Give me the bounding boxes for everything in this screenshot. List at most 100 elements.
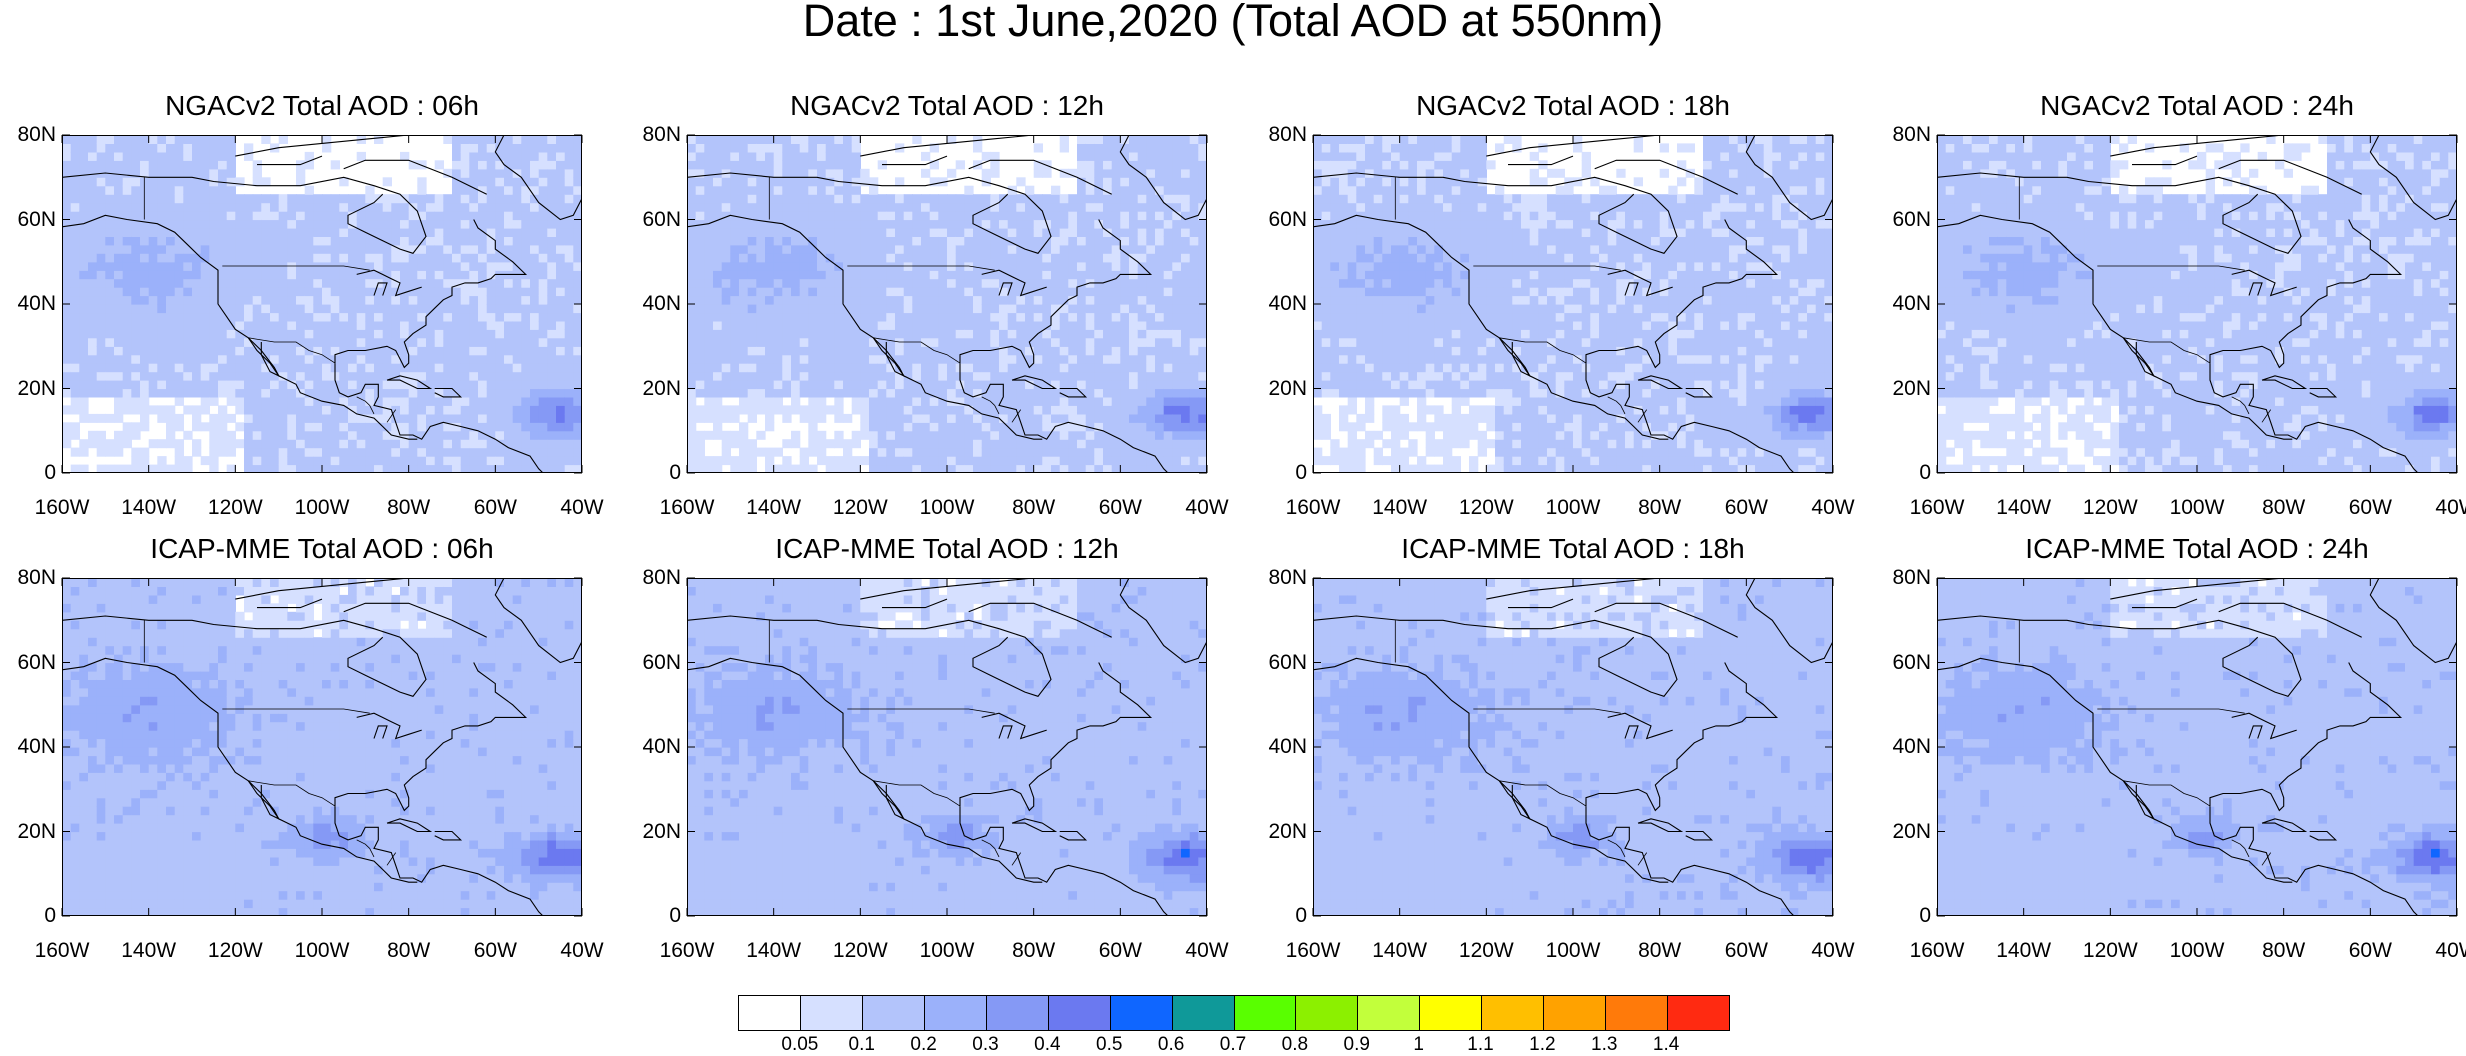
- lat-tick-label: 20N: [642, 376, 681, 400]
- colorbar-swatch: [1544, 996, 1607, 1030]
- lon-tick-label: 60W: [473, 939, 517, 962]
- lon-tick-label: 100W: [294, 496, 350, 519]
- colorbar-swatch: [1358, 996, 1421, 1030]
- colorbar-label: 0.8: [1281, 1034, 1309, 1055]
- colorbar-swatch: [986, 996, 1049, 1030]
- lon-tick-label: 100W: [1545, 496, 1601, 519]
- lon-tick-label: 100W: [2169, 939, 2225, 962]
- lat-tick-label: 60N: [17, 207, 56, 231]
- axis-ticks: [1312, 577, 1834, 917]
- lat-tick-label: 0: [1919, 461, 1931, 484]
- colorbar-label: 1: [1413, 1034, 1424, 1055]
- map-panel-icap-mme-06h: [62, 578, 582, 916]
- lat-tick-label: 0: [44, 904, 56, 927]
- lon-tick-label: 80W: [2262, 496, 2306, 519]
- colorbar-label: 0.05: [781, 1034, 819, 1055]
- lat-tick-label: 0: [44, 461, 56, 484]
- lon-tick-label: 40W: [2435, 939, 2466, 962]
- lat-tick-label: 20N: [1892, 376, 1931, 400]
- map-panel-ngacv2-06h: [62, 135, 582, 473]
- lat-tick-label: 60N: [17, 650, 56, 674]
- lat-tick-label: 80N: [1268, 566, 1307, 589]
- lat-tick-label: 80N: [1892, 123, 1931, 146]
- lon-tick-label: 40W: [1811, 939, 1855, 962]
- lat-tick-label: 0: [669, 461, 681, 484]
- colorbar-swatch: [924, 996, 987, 1030]
- lat-tick-label: 40N: [1268, 735, 1307, 758]
- lon-tick-label: 140W: [121, 939, 177, 962]
- lon-tick-label: 140W: [1372, 939, 1428, 962]
- aod-field: [1937, 135, 2457, 473]
- colorbar-swatch: [1172, 996, 1235, 1030]
- colorbar-swatch: [1296, 996, 1359, 1030]
- axis-ticks: [1936, 134, 2458, 474]
- panel-title: ICAP-MME Total AOD : 24h: [2025, 533, 2369, 564]
- lat-tick-label: 60N: [1268, 650, 1307, 674]
- lon-tick-label: 120W: [2082, 496, 2138, 519]
- lat-tick-label: 80N: [17, 123, 56, 146]
- panel-title: NGACv2 Total AOD : 18h: [1416, 90, 1730, 121]
- aod-field: [1313, 135, 1833, 473]
- lat-tick-label: 0: [1295, 904, 1307, 927]
- lon-tick-label: 160W: [34, 496, 90, 519]
- axis-ticks: [61, 577, 583, 917]
- lat-tick-label: 40N: [17, 735, 56, 758]
- colorbar-swatch: [1668, 996, 1729, 1030]
- lon-tick-label: 40W: [2435, 496, 2466, 519]
- colorbar-label: 1.4: [1652, 1034, 1680, 1055]
- lon-tick-label: 80W: [1638, 496, 1682, 519]
- lat-tick-label: 20N: [1268, 376, 1307, 400]
- lon-tick-label: 80W: [1012, 939, 1056, 962]
- axis-ticks: [686, 577, 1208, 917]
- axis-ticks: [1936, 577, 2458, 917]
- lon-tick-label: 80W: [1012, 496, 1056, 519]
- lon-tick-label: 160W: [659, 939, 715, 962]
- colorbar-swatch: [1606, 996, 1669, 1030]
- lon-tick-label: 140W: [1996, 496, 2052, 519]
- colorbar-label: 0.3: [972, 1034, 999, 1055]
- lon-tick-label: 100W: [919, 939, 975, 962]
- lon-tick-label: 40W: [560, 496, 604, 519]
- lat-tick-label: 40N: [642, 735, 681, 758]
- lon-tick-label: 140W: [121, 496, 177, 519]
- colorbar-swatch: [1110, 996, 1173, 1030]
- lon-tick-label: 80W: [2262, 939, 2306, 962]
- lon-tick-label: 140W: [746, 496, 802, 519]
- colorbar-swatch: [1234, 996, 1297, 1030]
- figure-title: Date : 1st June,2020 (Total AOD at 550nm…: [802, 0, 1664, 46]
- lon-tick-label: 160W: [1285, 939, 1341, 962]
- aod-field: [1937, 578, 2457, 916]
- lat-tick-label: 80N: [1268, 123, 1307, 146]
- lon-tick-label: 120W: [207, 939, 263, 962]
- lat-tick-label: 40N: [642, 292, 681, 315]
- lon-tick-label: 100W: [1545, 939, 1601, 962]
- lon-tick-label: 160W: [34, 939, 90, 962]
- axis-ticks: [1312, 134, 1834, 474]
- lon-tick-label: 100W: [919, 496, 975, 519]
- lat-tick-label: 40N: [1892, 735, 1931, 758]
- lon-tick-label: 100W: [294, 939, 350, 962]
- lon-tick-label: 120W: [832, 496, 888, 519]
- colorbar-label: 0.1: [848, 1034, 875, 1055]
- lon-tick-label: 80W: [1638, 939, 1682, 962]
- colorbar-swatch: [739, 996, 801, 1030]
- lon-tick-label: 40W: [1185, 939, 1229, 962]
- lon-tick-label: 80W: [387, 939, 431, 962]
- lat-tick-label: 60N: [1892, 650, 1931, 674]
- lat-tick-label: 60N: [642, 207, 681, 231]
- colorbar-label: 1.2: [1529, 1034, 1556, 1055]
- map-panel-icap-mme-12h: [687, 578, 1207, 916]
- lon-tick-label: 60W: [1098, 939, 1142, 962]
- lat-tick-label: 40N: [17, 292, 56, 315]
- aod-field: [62, 578, 582, 916]
- colorbar-label: 1.3: [1591, 1034, 1618, 1055]
- lon-tick-label: 160W: [1909, 496, 1965, 519]
- lon-tick-label: 120W: [832, 939, 888, 962]
- lon-tick-label: 60W: [1724, 939, 1768, 962]
- lon-tick-label: 120W: [1458, 939, 1514, 962]
- lon-tick-label: 60W: [473, 496, 517, 519]
- lon-tick-label: 60W: [1098, 496, 1142, 519]
- aod-field: [687, 578, 1207, 916]
- lon-tick-label: 80W: [387, 496, 431, 519]
- lon-tick-label: 120W: [207, 496, 263, 519]
